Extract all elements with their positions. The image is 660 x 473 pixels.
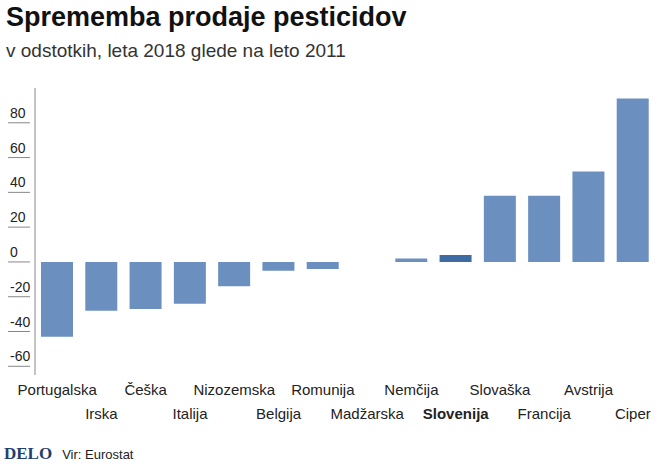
- svg-text:Irska: Irska: [85, 405, 118, 422]
- svg-text:-60: -60: [10, 348, 30, 364]
- svg-text:Madžarska: Madžarska: [330, 405, 404, 422]
- svg-text:Češka: Češka: [124, 381, 167, 398]
- svg-text:Portugalska: Portugalska: [18, 381, 98, 398]
- svg-text:-20: -20: [10, 279, 30, 295]
- svg-text:Slovenija: Slovenija: [423, 405, 490, 422]
- svg-text:Nemčija: Nemčija: [384, 381, 439, 398]
- svg-text:60: 60: [10, 140, 26, 156]
- svg-text:-40: -40: [10, 314, 30, 330]
- svg-text:Italija: Italija: [172, 405, 208, 422]
- html-text:Sprememba prodaje pesticidov: Sprememba prodaje pesticidov: [6, 2, 407, 32]
- svg-text:20: 20: [10, 209, 26, 225]
- svg-text:Belgija: Belgija: [256, 405, 302, 422]
- svg-text:40: 40: [10, 174, 26, 190]
- svg-text:Ciper: Ciper: [615, 405, 651, 422]
- html-text:DELO: DELO: [4, 444, 53, 463]
- svg-text:0: 0: [10, 244, 18, 260]
- svg-text:Romunija: Romunija: [291, 381, 355, 398]
- svg-text:Slovaška: Slovaška: [470, 381, 532, 398]
- html-text:Vir: Eurostat: Vir: Eurostat: [62, 447, 134, 462]
- svg-text:80: 80: [10, 105, 26, 121]
- svg-text:Nizozemska: Nizozemska: [193, 381, 275, 398]
- svg-text:Avstrija: Avstrija: [564, 381, 614, 398]
- html-text:v odstotkih, leta 2018 glede n: v odstotkih, leta 2018 glede na leto 201…: [6, 40, 346, 61]
- svg-text:Francija: Francija: [518, 405, 572, 422]
